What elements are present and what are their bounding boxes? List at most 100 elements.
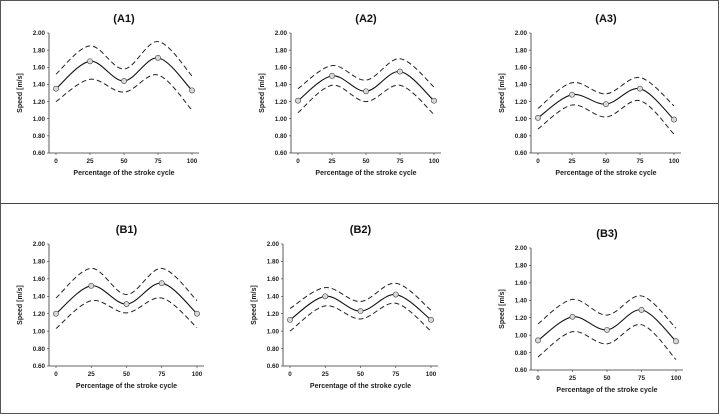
- data-point: [535, 337, 541, 344]
- y-tick-label: 1.80: [515, 263, 528, 270]
- series-line-mean: [289, 293, 432, 321]
- series-line-upper: [55, 41, 193, 77]
- y-tick-label: 1.60: [515, 280, 528, 287]
- y-tick-label: 1.80: [515, 47, 528, 54]
- x-tick-label: 75: [396, 158, 404, 165]
- y-tick-label: 1.80: [275, 47, 288, 54]
- data-point: [53, 85, 59, 92]
- chart-a3: (A3) 0.60 0.80 1.00 1.20 1.40 1.60 1.80 2.00 0 25 5…: [499, 13, 681, 177]
- x-tick-label: 0: [288, 371, 292, 378]
- x-tick-label: 25: [322, 371, 330, 378]
- x-tick-label: 50: [362, 158, 370, 165]
- y-tick-label: 2.00: [33, 241, 46, 248]
- x-tick-label: 75: [638, 375, 646, 382]
- data-point: [569, 313, 576, 320]
- x-tick-label: 0: [54, 371, 58, 378]
- series-line-mean: [297, 71, 435, 102]
- y-tick-label: 1.40: [515, 297, 528, 304]
- y-axis-label: Speed [m/s]: [499, 73, 506, 113]
- series-line-lower: [55, 74, 193, 111]
- series-line-upper: [55, 267, 198, 302]
- chart-a2: (A2) 0.60 0.80 1.00 1.20 1.40 1.60 1.80 2.00 0 25 5…: [259, 13, 441, 177]
- x-axis-label: Percentage of the stroke cycle: [76, 383, 177, 390]
- y-tick-label: 1.60: [33, 276, 46, 283]
- x-tick-label: 50: [357, 371, 365, 378]
- x-tick-label: 100: [669, 158, 680, 165]
- x-axis-label: Percentage of the stroke cycle: [315, 170, 416, 177]
- data-point: [603, 101, 609, 108]
- chart-a1: (A1) 0.60 0.80 1.00 1.20 1.40 1.60 1.80 2.00 0 25 5…: [17, 13, 199, 177]
- y-tick-label: 1.00: [275, 116, 288, 123]
- y-tick-label: 0.60: [33, 363, 46, 370]
- chart-b2: (B2) 0.60 0.80 1.00 1.20 1.40 1.60 1.80 2.00 0 25 5…: [251, 224, 438, 390]
- data-point: [357, 308, 364, 315]
- y-tick-label: 1.00: [33, 328, 46, 335]
- y-tick-label: 1.80: [33, 47, 46, 54]
- series-line-upper: [537, 295, 677, 329]
- data-point: [155, 54, 161, 61]
- y-axis-label: Speed [m/s]: [251, 285, 258, 325]
- y-tick-label: 2.00: [33, 30, 46, 37]
- y-tick-label: 0.80: [515, 350, 528, 357]
- data-point: [428, 316, 434, 323]
- y-axis-label: Speed [m/s]: [499, 289, 506, 329]
- y-tick-label: 1.00: [515, 116, 528, 123]
- chart-title: (A2): [355, 13, 377, 25]
- y-tick-label: 1.40: [515, 82, 528, 89]
- data-point: [535, 114, 541, 121]
- series-line-lower: [289, 302, 432, 332]
- data-point: [671, 116, 677, 123]
- data-point: [431, 97, 437, 104]
- data-point: [392, 291, 399, 298]
- row-divider: [1, 203, 718, 204]
- y-tick-label: 0.80: [33, 133, 46, 140]
- x-tick-label: 100: [192, 371, 203, 378]
- data-point: [397, 68, 403, 75]
- data-point: [363, 88, 369, 95]
- y-tick-label: 0.80: [33, 346, 46, 353]
- data-point: [329, 72, 335, 79]
- x-tick-label: 25: [328, 158, 336, 165]
- y-tick-label: 1.20: [33, 99, 46, 106]
- y-tick-label: 1.40: [33, 293, 46, 300]
- chart-title: (A3): [595, 13, 617, 25]
- data-point: [287, 316, 293, 323]
- y-tick-label: 1.20: [267, 311, 280, 318]
- y-axis-label: Speed [m/s]: [259, 73, 266, 113]
- chart-title: (B3): [596, 228, 618, 240]
- data-point: [189, 87, 195, 94]
- data-point: [604, 326, 610, 333]
- data-point: [637, 85, 643, 92]
- y-tick-label: 0.60: [267, 363, 280, 370]
- x-axis-label: Percentage of the stroke cycle: [73, 170, 174, 177]
- x-tick-label: 50: [603, 375, 611, 382]
- data-point: [121, 78, 127, 84]
- x-tick-label: 75: [636, 158, 644, 165]
- y-tick-label: 1.80: [33, 259, 46, 266]
- series-line-upper: [297, 58, 435, 90]
- data-point: [53, 310, 59, 317]
- y-tick-label: 1.60: [33, 64, 46, 71]
- series-line-upper: [537, 77, 675, 109]
- x-tick-label: 0: [54, 158, 58, 165]
- y-tick-label: 0.60: [275, 150, 288, 157]
- y-tick-label: 0.80: [275, 133, 288, 140]
- y-tick-label: 1.00: [515, 332, 528, 339]
- x-tick-label: 100: [187, 158, 198, 165]
- x-tick-label: 25: [569, 375, 577, 382]
- chart-b1: (B1) 0.60 0.80 1.00 1.20 1.40 1.60 1.80 2.00 0 25 5…: [17, 224, 204, 390]
- x-tick-label: 0: [536, 375, 540, 382]
- y-tick-label: 1.00: [33, 116, 46, 123]
- y-tick-label: 0.80: [267, 346, 280, 353]
- y-tick-label: 0.60: [515, 150, 528, 157]
- data-point: [673, 338, 679, 345]
- series-line-lower: [297, 84, 435, 115]
- data-point: [158, 280, 165, 287]
- y-tick-label: 1.80: [267, 259, 280, 266]
- x-tick-label: 100: [429, 158, 440, 165]
- y-tick-label: 0.60: [33, 150, 46, 157]
- x-axis-label: Percentage of the stroke cycle: [310, 383, 411, 390]
- y-tick-label: 1.40: [275, 82, 288, 89]
- x-tick-label: 100: [426, 371, 437, 378]
- data-point: [87, 58, 93, 65]
